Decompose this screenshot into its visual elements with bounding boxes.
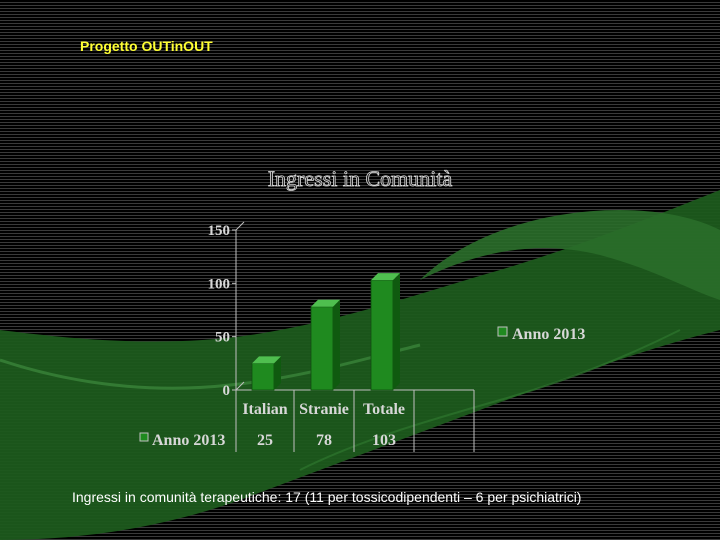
bars [251, 273, 400, 391]
bar-side-italian [274, 356, 281, 390]
bar-stranie [310, 306, 334, 391]
data-table-value: 78 [316, 432, 332, 449]
data-table-value: 25 [257, 432, 273, 449]
x-tick-label: Totale [363, 401, 405, 418]
legend-swatch [497, 326, 508, 337]
data-table-grid [235, 390, 475, 452]
bar-top-totale [371, 273, 400, 281]
x-tick-label: Italian [242, 401, 287, 418]
y-axis-depth-line [235, 221, 245, 231]
bar-top-stranie [311, 299, 340, 307]
bar-side-totale [393, 273, 400, 390]
table-legend-swatch [139, 432, 149, 442]
table-series-label: Anno 2013 [152, 432, 225, 449]
y-tick-label: 100 [208, 276, 231, 292]
footnote: Ingressi in comunità terapeutiche: 17 (1… [72, 489, 582, 505]
bar-side-stranie [333, 299, 340, 390]
y-tick-label: 50 [215, 330, 230, 346]
x-axis-depth-line [235, 381, 245, 391]
y-tick-label: 150 [208, 223, 231, 239]
data-table-values: 25 78 103 [257, 432, 396, 449]
y-tick-label: 0 [223, 383, 231, 399]
x-tick-label: Stranie [299, 401, 349, 418]
x-tick-labels: Italian Stranie Totale [242, 401, 405, 418]
bar-italian [251, 362, 275, 391]
y-ticks: 0 50 100 150 [208, 223, 236, 399]
bar-totale [370, 279, 394, 391]
legend-label: Anno 2013 [512, 326, 585, 343]
project-title: Progetto OUTinOUT [80, 38, 213, 54]
data-table-value: 103 [372, 432, 396, 449]
chart-title: Ingressi in Comunità [268, 166, 453, 191]
bar-top-italian [252, 356, 281, 364]
